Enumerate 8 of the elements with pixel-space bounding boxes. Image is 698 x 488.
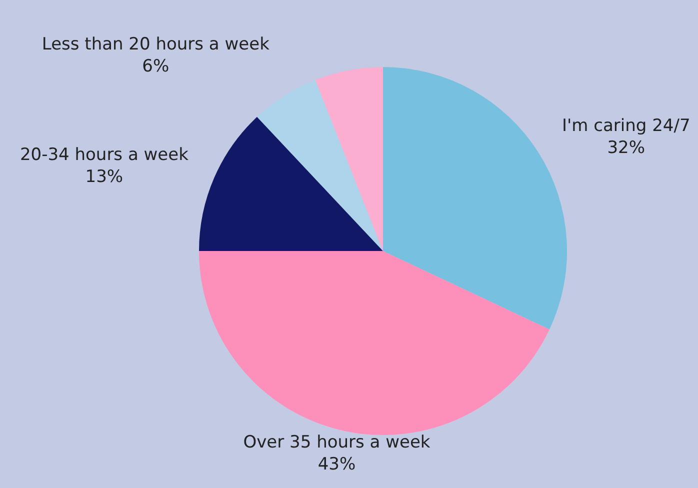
slice-label: I'm caring 24/7: [562, 116, 690, 136]
data-label: 32%: [607, 138, 646, 158]
data-label: 13%: [85, 167, 124, 188]
slice-label: Less than 20 hours a week: [42, 34, 270, 54]
data-label: 43%: [318, 454, 356, 474]
slice-label: 20-34 hours a week: [20, 145, 189, 166]
slice-label: Over 35 hours a week: [243, 432, 430, 452]
data-label: 6%: [142, 56, 170, 76]
